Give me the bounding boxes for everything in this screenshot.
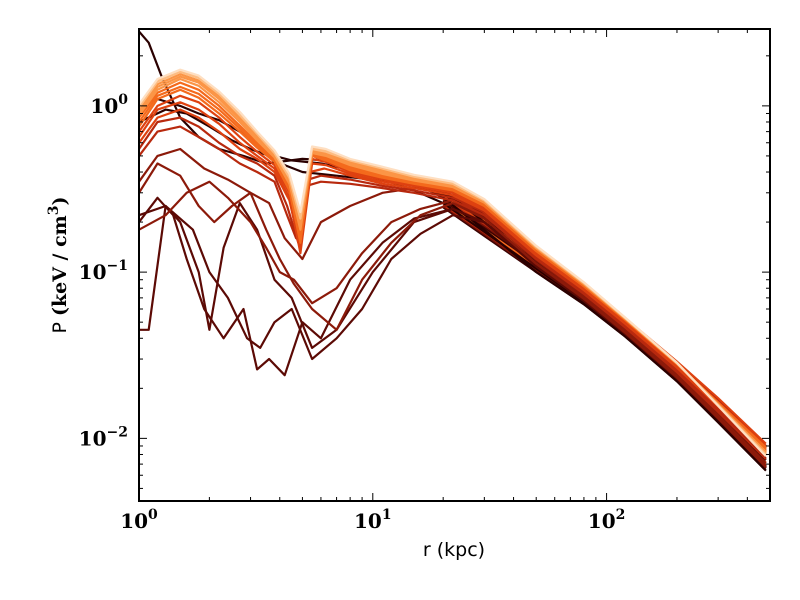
series-line-snapshot-10 bbox=[139, 125, 767, 460]
series-lines bbox=[139, 30, 767, 472]
plot-frame bbox=[138, 28, 771, 502]
x-tick-label-100: 102 bbox=[588, 507, 626, 533]
y-axis-label: P(keV / cm3) bbox=[46, 196, 71, 333]
y-tick-label-0.01: 10−2 bbox=[79, 424, 128, 450]
y-tick-label-1: 100 bbox=[90, 92, 128, 118]
x-axis-label: r (kpc) bbox=[423, 539, 485, 561]
x-tick-label-1: 100 bbox=[120, 507, 158, 533]
plot-area bbox=[139, 29, 770, 501]
series-line-snapshot-12 bbox=[139, 108, 767, 453]
x-tick-label-10: 101 bbox=[354, 507, 392, 533]
series-line-snapshot-11 bbox=[139, 116, 767, 457]
series-line-snapshot-8 bbox=[139, 180, 767, 467]
y-tick-label-0.1: 10−1 bbox=[79, 258, 128, 284]
series-line-snapshot-23 bbox=[139, 68, 767, 458]
series-line-snapshot-9 bbox=[139, 147, 767, 464]
